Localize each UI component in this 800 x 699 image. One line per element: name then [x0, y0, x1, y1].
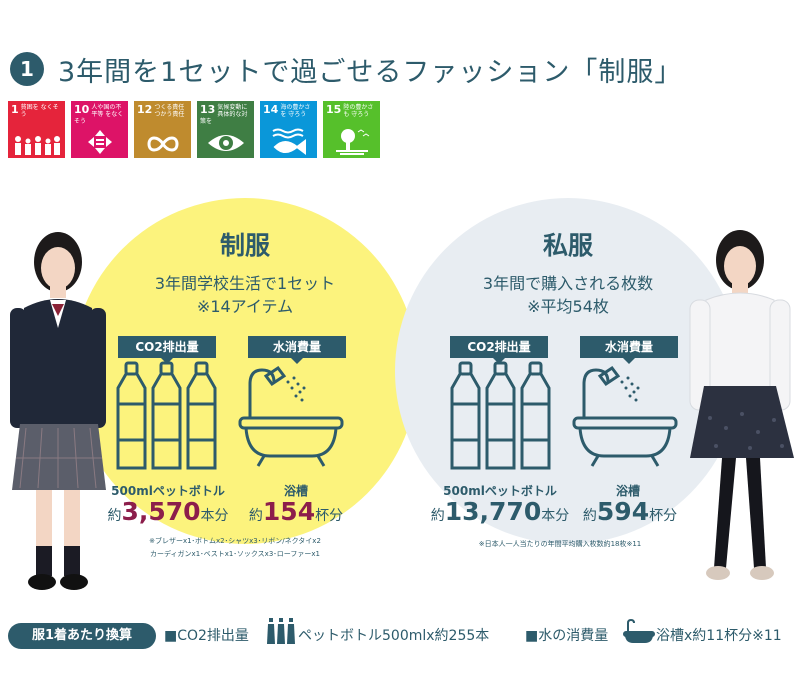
tree-icon — [323, 127, 380, 155]
casual-bath-value: 約594杯分 — [578, 497, 682, 526]
sdg-15-badge: 15 陸の豊かさも 守ろう — [323, 101, 380, 158]
bath-count: 594 — [596, 497, 650, 526]
section-number-badge: 1 — [10, 52, 44, 86]
prefix: 約 — [248, 508, 263, 524]
casual-bottle-value: 約13,770本分 — [424, 497, 576, 526]
sdg-number: 10 — [74, 103, 90, 116]
sdg-1-badge: 1 貧困を なくそう — [8, 101, 65, 158]
casual-co2-tag: CO2排出量 — [450, 336, 548, 364]
prefix: 約 — [582, 508, 597, 524]
sdg-13-badge: 13 気候変動に 具体的な対策を — [197, 101, 254, 158]
prefix: 約 — [430, 508, 445, 524]
sdg-14-badge: 14 海の豊かさを 守ろう — [260, 101, 317, 158]
casual-bottle-label: 500mlペットボトル — [443, 484, 557, 498]
casual-line1: 3年間で購入される枚数 — [482, 274, 654, 293]
uniform-line1: 3年間学校生活で1セット — [154, 274, 336, 293]
sdg-text: 海の豊かさを 守ろう — [280, 104, 311, 118]
uniform-co2-tag: CO2排出量 — [118, 336, 216, 364]
uniform-line2: ※14アイテム — [196, 297, 294, 316]
suffix: 本分 — [541, 508, 570, 524]
bottles-icon — [116, 360, 221, 476]
casual-bath-label: 浴槽 — [615, 484, 640, 498]
casual-note-1: ※日本人一人当たりの年間平均購入枚数約18枚※11 — [478, 540, 642, 548]
prefix: 約 — [107, 508, 122, 524]
suffix: 杯分 — [315, 508, 344, 524]
sdg-text: つくる責任 つかう責任 — [154, 104, 185, 118]
bathtub-small-icon — [623, 618, 655, 648]
uniform-bath-value: 約154杯分 — [246, 497, 346, 526]
footer-water-value: 浴槽x約11杯分※11 — [656, 628, 782, 644]
per-item-conversion-pill: 服1着あたり換算 — [8, 623, 156, 649]
bottles-small-icon — [266, 616, 296, 650]
uniform-circle — [72, 198, 418, 544]
sdg-text: 気候変動に 具体的な対策を — [200, 104, 248, 125]
uniform-note-2: カーディガンx1･ベストx1･ソックスx3･ローファーx1 — [150, 550, 320, 558]
sdg-number: 1 — [11, 103, 19, 116]
footer-co2-value: ペットボトル500mlx約255本 — [298, 628, 490, 644]
sdg-number: 13 — [200, 103, 216, 116]
uniform-note-1: ※ブレザーx1･ボトムx2･シャツx3･リボン/ネクタイx2 — [149, 537, 321, 545]
sdg-number: 12 — [137, 103, 153, 116]
uniform-bath-label: 浴槽 — [283, 484, 308, 498]
uniform-bottle-label: 500mlペットボトル — [111, 484, 225, 498]
eye-globe-icon — [197, 131, 254, 155]
student-in-casual-photo — [686, 228, 798, 588]
bottle-count: 3,570 — [121, 497, 201, 526]
infinity-icon — [134, 133, 191, 155]
casual-water-tag: 水消費量 — [580, 336, 678, 364]
sdg-10-badge: 10 人や国の不平等 をなくそう — [71, 101, 128, 158]
page-title: 3年間を1セットで過ごせるファッション「制服」 — [58, 57, 683, 88]
fish-icon — [260, 127, 317, 155]
sdg-text: 人や国の不平等 をなくそう — [74, 104, 124, 125]
footer-co2-label: ■CO2排出量 — [164, 628, 249, 644]
suffix: 本分 — [200, 508, 229, 524]
sdg-number: 14 — [263, 103, 279, 116]
uniform-water-tag: 水消費量 — [248, 336, 346, 364]
suffix: 杯分 — [649, 508, 678, 524]
footer-water-label: ■水の消費量 — [525, 628, 609, 644]
uniform-bottle-value: 約3,570本分 — [100, 497, 236, 526]
sdg-text: 陸の豊かさも 守ろう — [343, 104, 374, 118]
sdg-text: 貧困を なくそう — [20, 104, 59, 118]
bath-count: 154 — [262, 497, 316, 526]
bathtub-icon — [570, 360, 680, 476]
uniform-heading: 制服 — [219, 231, 270, 260]
casual-heading: 私服 — [542, 231, 593, 260]
sdg-number: 15 — [326, 103, 342, 116]
equality-icon — [71, 129, 128, 155]
student-in-uniform-photo — [6, 228, 116, 598]
casual-circle — [395, 198, 741, 544]
sdg-12-badge: 12 つくる責任 つかう責任 — [134, 101, 191, 158]
bottles-icon — [450, 360, 555, 476]
bathtub-icon — [236, 360, 346, 476]
casual-line2: ※平均54枚 — [527, 297, 609, 316]
bottle-count: 13,770 — [444, 497, 542, 526]
people-icon — [8, 135, 65, 155]
